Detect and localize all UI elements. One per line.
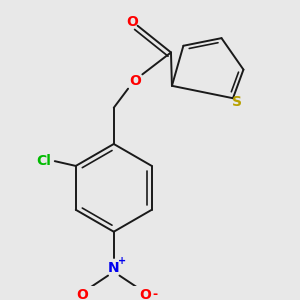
Text: -: -	[152, 288, 157, 300]
Text: O: O	[129, 74, 141, 88]
Text: N: N	[108, 261, 120, 275]
Text: O: O	[139, 288, 151, 300]
Text: S: S	[232, 95, 242, 109]
Text: +: +	[118, 256, 126, 266]
Text: O: O	[76, 288, 88, 300]
Text: Cl: Cl	[36, 154, 51, 168]
Text: O: O	[126, 15, 138, 29]
